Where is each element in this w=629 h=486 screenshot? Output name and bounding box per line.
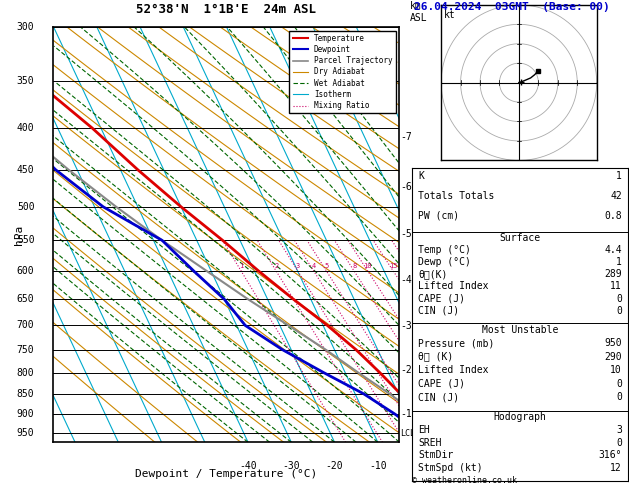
Text: 5: 5	[325, 263, 328, 269]
Text: 10: 10	[364, 263, 372, 269]
Legend: Temperature, Dewpoint, Parcel Trajectory, Dry Adiabat, Wet Adiabat, Isotherm, Mi: Temperature, Dewpoint, Parcel Trajectory…	[289, 31, 396, 113]
Text: 42: 42	[610, 191, 622, 201]
Text: Lifted Index: Lifted Index	[418, 365, 489, 375]
Text: 750: 750	[17, 345, 35, 355]
Text: -2: -2	[400, 365, 412, 375]
Text: -7: -7	[400, 132, 412, 142]
Text: EH: EH	[418, 425, 430, 435]
Text: 400: 400	[17, 123, 35, 133]
Text: StmDir: StmDir	[418, 451, 454, 461]
Text: Hodograph: Hodograph	[494, 412, 547, 422]
Text: θᴄ(K): θᴄ(K)	[418, 269, 448, 279]
Text: 350: 350	[17, 76, 35, 86]
Text: 15: 15	[389, 263, 398, 269]
Text: 52°38'N  1°1B'E  24m ASL: 52°38'N 1°1B'E 24m ASL	[136, 3, 316, 17]
Text: 316°: 316°	[598, 451, 622, 461]
Text: CIN (J): CIN (J)	[418, 392, 460, 402]
Text: 450: 450	[17, 165, 35, 174]
Text: CIN (J): CIN (J)	[418, 306, 460, 316]
Text: 3: 3	[296, 263, 300, 269]
Text: Totals Totals: Totals Totals	[418, 191, 495, 201]
Text: Temp (°C): Temp (°C)	[418, 245, 471, 255]
Text: 800: 800	[17, 367, 35, 378]
Text: 12: 12	[610, 463, 622, 473]
Text: 8: 8	[352, 263, 356, 269]
Text: 0: 0	[616, 392, 622, 402]
Text: 300: 300	[17, 22, 35, 32]
Text: -10: -10	[369, 461, 387, 471]
Text: 650: 650	[17, 295, 35, 304]
Text: PW (cm): PW (cm)	[418, 210, 460, 221]
Text: 4: 4	[312, 263, 316, 269]
Text: 1: 1	[616, 257, 622, 267]
Text: 550: 550	[17, 235, 35, 245]
Text: 500: 500	[17, 202, 35, 212]
Text: 290: 290	[604, 351, 622, 362]
Text: -3: -3	[400, 321, 412, 331]
Text: θᴄ (K): θᴄ (K)	[418, 351, 454, 362]
Text: 1: 1	[616, 171, 622, 180]
Text: Dewp (°C): Dewp (°C)	[418, 257, 471, 267]
Text: 289: 289	[604, 269, 622, 279]
Text: 26.04.2024  03GMT  (Base: 00): 26.04.2024 03GMT (Base: 00)	[414, 2, 610, 13]
Text: Pressure (mb): Pressure (mb)	[418, 338, 495, 348]
Text: hPa: hPa	[14, 225, 24, 244]
Text: 900: 900	[17, 409, 35, 419]
Text: kt: kt	[444, 10, 456, 19]
Text: 0: 0	[616, 294, 622, 304]
Text: 1: 1	[239, 263, 243, 269]
Text: Lifted Index: Lifted Index	[418, 281, 489, 292]
Text: 950: 950	[17, 428, 35, 438]
Text: -4: -4	[400, 276, 412, 285]
Text: LCL: LCL	[400, 429, 415, 437]
Text: 11: 11	[610, 281, 622, 292]
Text: 3: 3	[616, 425, 622, 435]
Text: Mixing Ratio (g/kg): Mixing Ratio (g/kg)	[430, 183, 438, 286]
Text: 2: 2	[274, 263, 278, 269]
Text: -5: -5	[400, 229, 412, 239]
Text: Dewpoint / Temperature (°C): Dewpoint / Temperature (°C)	[135, 469, 318, 479]
Text: 4.4: 4.4	[604, 245, 622, 255]
Text: -1: -1	[400, 409, 412, 418]
Text: SREH: SREH	[418, 438, 442, 448]
Text: K: K	[418, 171, 425, 180]
Text: -6: -6	[400, 181, 412, 191]
Text: © weatheronline.co.uk: © weatheronline.co.uk	[412, 476, 517, 485]
Text: CAPE (J): CAPE (J)	[418, 379, 465, 389]
Text: 0: 0	[616, 379, 622, 389]
Text: Most Unstable: Most Unstable	[482, 325, 559, 334]
Text: 0.8: 0.8	[604, 210, 622, 221]
Text: 600: 600	[17, 266, 35, 276]
Text: -30: -30	[282, 461, 300, 471]
Text: StmSpd (kt): StmSpd (kt)	[418, 463, 483, 473]
Text: 700: 700	[17, 320, 35, 330]
Text: 850: 850	[17, 389, 35, 399]
Text: 0: 0	[616, 306, 622, 316]
Text: CAPE (J): CAPE (J)	[418, 294, 465, 304]
Text: 10: 10	[610, 365, 622, 375]
Text: 950: 950	[604, 338, 622, 348]
Text: -20: -20	[326, 461, 343, 471]
Text: Surface: Surface	[499, 233, 541, 243]
Text: km
ASL: km ASL	[410, 1, 428, 22]
Text: 0: 0	[616, 438, 622, 448]
Text: -40: -40	[239, 461, 257, 471]
